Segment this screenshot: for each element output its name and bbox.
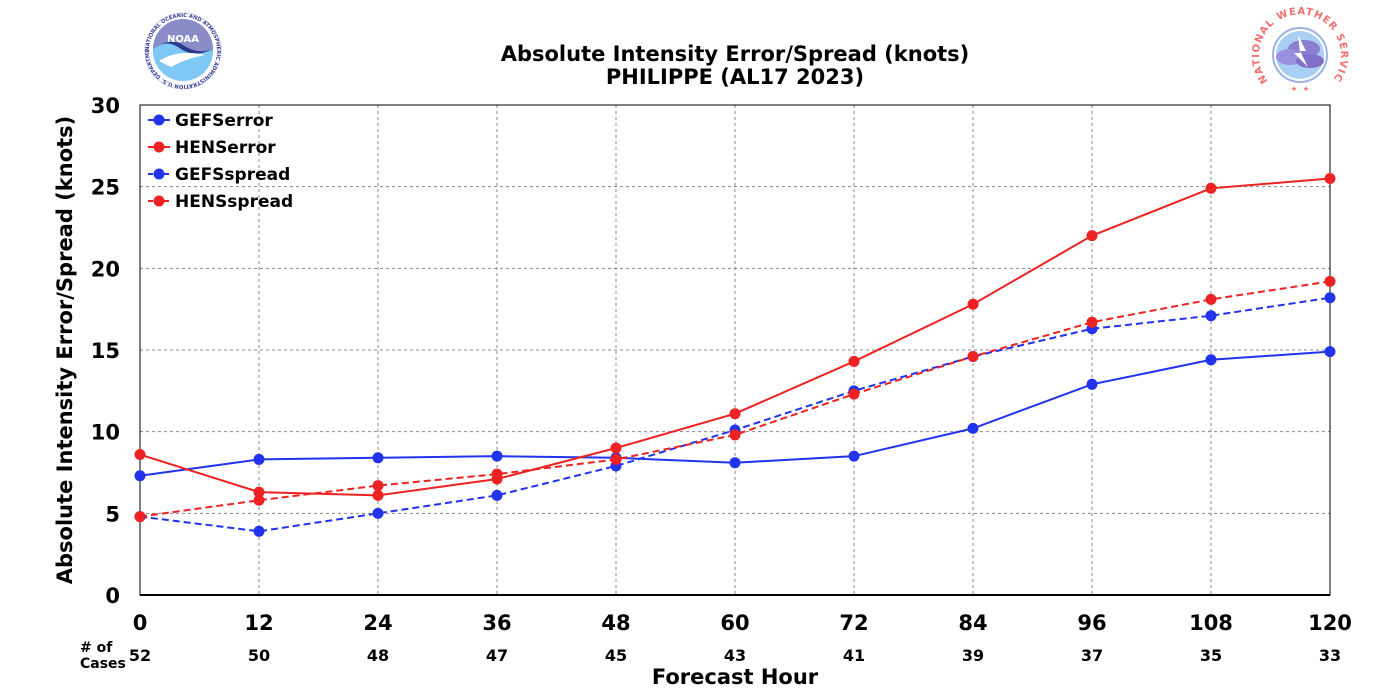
legend-label: GEFSerror [175, 111, 273, 131]
svg-text:★: ★ [1291, 85, 1297, 93]
x-tick-labels: 0 12 24 36 48 60 72 84 96 108 120 [133, 611, 1352, 635]
data-point-HENSspread [253, 494, 265, 506]
x-tick-label: 108 [1189, 611, 1233, 635]
nws-logo-icon: NATIONAL WEATHER SERVICE ★ ★ [1251, 6, 1348, 95]
x-tick-label: 72 [839, 611, 868, 635]
legend-label: HENSspread [175, 192, 293, 212]
legend-swatch-marker [153, 114, 165, 126]
y-tick-label: 5 [105, 502, 120, 526]
svg-text:NOAA: NOAA [167, 34, 199, 45]
data-point-HENSspread [1205, 293, 1217, 305]
data-point-HENSspread [134, 511, 146, 523]
x-axis-title: Forecast Hour [652, 665, 819, 689]
data-point-GEFSerror [253, 453, 265, 465]
data-point-GEFSerror [1205, 354, 1217, 366]
x-tick-label: 60 [720, 611, 749, 635]
data-point-HENSspread [848, 388, 860, 400]
case-count: 41 [843, 646, 865, 665]
cases-label-line2: Cases [80, 656, 126, 672]
x-tick-label: 36 [482, 611, 511, 635]
case-count: 52 [129, 646, 151, 665]
x-tick-label: 96 [1077, 611, 1106, 635]
legend-label: GEFSspread [175, 165, 290, 185]
data-point-HENSspread [372, 480, 384, 492]
data-point-GEFSerror [729, 457, 741, 469]
data-point-HENSspread [967, 351, 979, 363]
case-count: 48 [367, 646, 389, 665]
x-tick-label: 48 [601, 611, 630, 635]
data-point-HENSerror [253, 486, 265, 498]
data-point-GEFSspread [1324, 292, 1336, 304]
y-tick-label: 15 [91, 339, 120, 363]
data-point-GEFSspread [491, 489, 503, 501]
series-layer [134, 173, 1336, 537]
x-tick-label: 0 [133, 611, 148, 635]
x-tick-label: 24 [363, 611, 392, 635]
data-point-HENSerror [134, 449, 146, 461]
case-count: 35 [1200, 646, 1222, 665]
data-point-HENSspread [491, 468, 503, 480]
x-tick-label: 84 [958, 611, 987, 635]
legend-swatch-marker [153, 195, 165, 207]
chart-title: Absolute Intensity Error/Spread (knots) [501, 42, 970, 66]
data-point-HENSerror [848, 355, 860, 367]
legend-swatch-marker [153, 141, 165, 153]
data-point-HENSerror [729, 408, 741, 420]
case-count: 47 [486, 646, 508, 665]
data-point-GEFSspread [372, 507, 384, 519]
y-tick-label: 10 [91, 421, 120, 445]
case-count: 39 [962, 646, 984, 665]
data-point-GEFSerror [1086, 378, 1098, 390]
noaa-logo-icon: NATIONAL OCEANIC AND ATMOSPHERIC ADMINIS… [144, 12, 222, 90]
cases-label-line1: # of [80, 640, 113, 656]
data-point-GEFSerror [372, 452, 384, 464]
case-count: 33 [1319, 646, 1341, 665]
data-point-HENSerror [372, 489, 384, 501]
data-point-HENSerror [610, 442, 622, 454]
case-count: 50 [248, 646, 270, 665]
y-tick-labels: 0 5 10 15 20 25 30 [91, 94, 120, 608]
data-point-GEFSerror [967, 422, 979, 434]
data-point-HENSerror [967, 298, 979, 310]
chart-subtitle: PHILIPPE (AL17 2023) [606, 65, 864, 89]
data-point-HENSerror [1086, 230, 1098, 242]
x-tick-label: 120 [1308, 611, 1352, 635]
y-tick-label: 30 [91, 94, 120, 118]
data-point-HENSerror [1205, 182, 1217, 194]
case-count: 37 [1081, 646, 1103, 665]
legend-label: HENSerror [175, 138, 276, 158]
y-tick-label: 0 [105, 584, 120, 608]
data-point-GEFSerror [1324, 346, 1336, 358]
case-count: 45 [605, 646, 627, 665]
cases-row: 52 50 48 47 45 43 41 39 37 35 33 [129, 646, 1341, 665]
data-point-GEFSspread [253, 525, 265, 537]
x-tick-label: 12 [244, 611, 273, 635]
data-point-HENSspread [1324, 275, 1336, 287]
data-point-HENSerror [1324, 173, 1336, 184]
case-count: 43 [724, 646, 746, 665]
data-point-GEFSerror [491, 450, 503, 462]
data-point-HENSspread [1086, 316, 1098, 328]
y-tick-label: 20 [91, 257, 120, 281]
legend: GEFSerror HENSerror GEFSspread HENSspread [148, 111, 293, 212]
svg-text:★: ★ [1303, 85, 1309, 93]
data-point-HENSspread [610, 453, 622, 465]
legend-swatch-marker [153, 168, 165, 180]
y-tick-label: 25 [91, 176, 120, 200]
data-point-GEFSerror [848, 450, 860, 462]
data-point-GEFSerror [134, 470, 146, 482]
data-point-GEFSspread [1205, 310, 1217, 322]
data-point-HENSspread [729, 429, 741, 441]
y-axis-title: Absolute Intensity Error/Spread (knots) [53, 116, 77, 585]
